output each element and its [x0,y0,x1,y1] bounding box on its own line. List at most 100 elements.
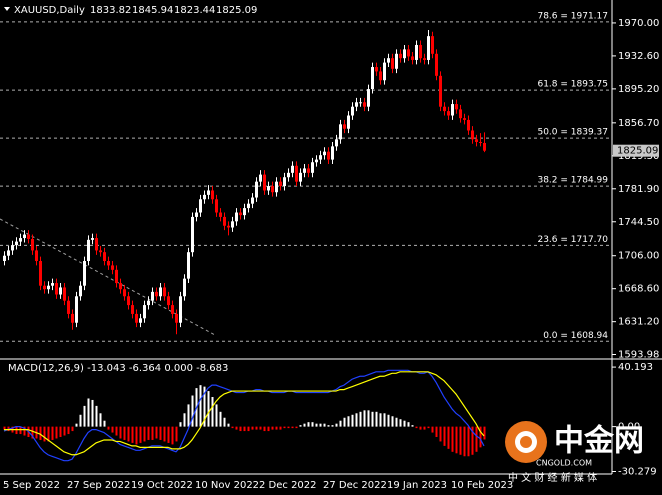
candle-body [127,296,130,306]
macd-histogram-bar [31,426,34,439]
macd-histogram-bar [207,391,210,427]
candle-body [483,143,486,151]
candle-body [75,296,78,323]
candle-body [187,252,190,279]
x-tick-label: 5 Sep 2022 [3,480,60,491]
candle-body [11,245,14,251]
x-tick-label: 19 Oct 2022 [131,480,193,491]
macd-histogram-bar [183,413,186,427]
candle-body [239,212,242,216]
candle-body [199,199,202,213]
candle-body [111,265,114,270]
macd-histogram-bar [211,397,214,427]
macd-histogram-bar [135,426,138,445]
macd-histogram-bar [279,426,282,430]
candle-body [343,124,346,129]
macd-histogram-bar [267,426,270,432]
candle-body [155,291,158,297]
y-tick-label: 1593.98 [618,349,659,360]
header-ohlc: 1825.09 [216,5,257,16]
candle-body [471,130,474,140]
candle-body [71,313,74,323]
candle-body [431,36,434,54]
macd-histogram-bar [299,425,302,427]
y-tick-label: 1781.90 [618,184,659,195]
candle-body [411,56,414,60]
macd-histogram-bar [99,413,102,427]
macd-histogram-bar [447,426,450,449]
macd-histogram-bar [203,386,206,427]
macd-histogram-bar [275,426,278,430]
candle-body [295,165,298,182]
macd-histogram-bar [363,410,366,427]
candle-body [91,238,94,240]
candle-body [339,124,342,140]
candle-body [455,104,458,110]
candle-body [159,287,162,297]
candle-body [231,221,234,228]
macd-histogram-bar [159,426,162,440]
candle-body [139,318,142,323]
macd-histogram-bar [171,426,174,445]
candle-body [207,190,210,195]
candle-body [407,49,410,57]
candle-body [463,118,466,120]
candle-body [251,197,254,204]
macd-histogram-bar [411,425,414,427]
macd-histogram-bar [239,426,242,432]
y-tick-label: 1970.00 [618,18,659,29]
macd-histogram-bar [339,420,342,427]
macd-histogram-bar [355,413,358,427]
macd-histogram-bar [351,414,354,427]
candle-body [271,186,274,193]
macd-histogram-bar [3,426,6,430]
macd-histogram-bar [467,426,470,457]
plot-layer: 1970.001932.601895.201856.701819.301781.… [0,5,659,491]
candle-body [395,53,398,69]
candle-body [35,250,38,262]
macd-histogram-bar [391,416,394,427]
candle-body [247,203,250,209]
candle-body [99,250,102,253]
candle-body [107,261,110,266]
logo-core [520,436,532,448]
macd-histogram-bar [343,417,346,427]
macd-histogram-bar [95,405,98,427]
candle-body [311,162,314,173]
x-tick-label: 27 Dec 2022 [323,480,387,491]
macd-histogram-bar [107,426,110,430]
candle-body [243,208,246,216]
macd-histogram-bar [395,417,398,427]
chart-title: XAUUSD,Daily [14,5,85,16]
watermark-site: CNGOLD.COM [536,459,592,468]
candle-body [291,165,294,173]
candle-body [423,58,426,60]
macd-histogram-bar [455,426,458,454]
macd-histogram-bar [479,426,482,448]
macd-histogram-bar [383,413,386,427]
macd-histogram-bar [151,426,154,440]
macd-histogram-bar [215,404,218,427]
macd-histogram-bar [271,426,274,430]
candle-body [347,115,350,129]
candle-body [63,287,66,301]
macd-histogram-bar [59,426,62,437]
macd-histogram-bar [175,426,178,442]
candle-body [451,104,454,116]
candle-body [379,71,382,81]
macd-histogram-bar [191,395,194,427]
candle-body [219,212,222,217]
macd-histogram-bar [147,426,150,440]
candle-body [55,283,58,295]
trend-line [0,218,216,336]
macd-histogram-bar [43,426,46,442]
y-tick-label: 1932.60 [618,51,659,62]
macd-histogram-bar [155,426,158,439]
candle-body [315,159,318,163]
candle-body [283,177,286,187]
candle-body [103,252,106,262]
macd-histogram-bar [243,426,246,432]
candle-body [467,119,470,131]
x-tick-label: 10 Feb 2023 [451,480,513,491]
